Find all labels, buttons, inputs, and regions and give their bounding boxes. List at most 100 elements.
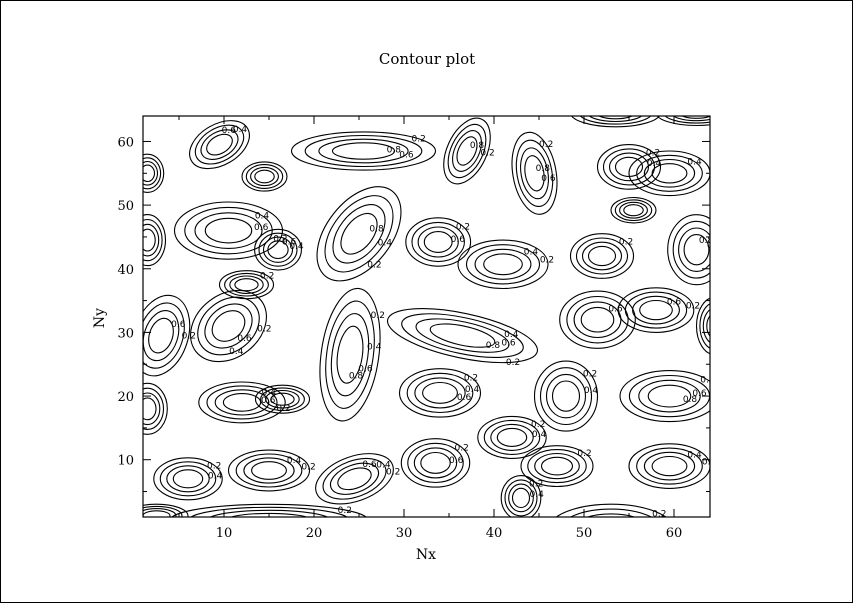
contour-label: 0.2 (643, 100, 657, 110)
contour-label: 0.6 (457, 393, 472, 403)
contour-line-36-level-0.6 (643, 451, 696, 481)
contour-line-40-level-0.2 (555, 503, 667, 517)
contour-line-17-level-0.6 (143, 160, 159, 186)
contour-line-1-level-0.8 (254, 169, 275, 184)
contour-line-24-level-0.2 (398, 368, 482, 418)
contour-line-42-level-0.4 (664, 116, 710, 124)
y-tick-label: 20 (117, 390, 134, 405)
contour-line-1-level-0.6 (250, 166, 279, 187)
contour-line-10-level-0.6 (229, 275, 264, 294)
axes: 10 20 30 40 50 60 10 20 30 40 50 60 (117, 115, 711, 541)
contour-line-16-level-0.6 (143, 223, 160, 257)
y-tick-label: 60 (117, 135, 134, 150)
contour-line-9-level-0.6 (262, 236, 294, 263)
contour-line-0-level-0.2 (189, 120, 250, 170)
contour-label: 0.4 (262, 388, 277, 398)
contour-line-8-level-0.4 (184, 206, 273, 255)
contour-line-36-level-0.8 (651, 455, 688, 477)
contour-label: 0.2 (531, 420, 545, 430)
contour-line-3-level-0.6 (452, 130, 482, 172)
contour-line-9-level-0.2 (254, 228, 302, 271)
contour-line-41-level-0.8 (598, 116, 633, 120)
contour-label: 0.4 (584, 386, 599, 396)
contour-line-41-level-0.6 (588, 116, 643, 123)
contour-line-3-level-0.2 (443, 117, 491, 185)
contour-line-3-level-0.8 (456, 136, 478, 166)
contour-label: 0.6 (541, 174, 556, 184)
contour-line-40-level-0.6 (585, 513, 637, 517)
x-tick-label: 60 (666, 526, 683, 541)
contour-line-17-level-0.8 (143, 164, 156, 183)
contour-label: 0.4 (524, 248, 539, 258)
contour-line-25-level-0.4 (539, 367, 593, 426)
contour-line-42-level-0.6 (672, 116, 710, 122)
contour-label: 0.2 (646, 149, 660, 159)
contour-line-16-level-0.4 (143, 218, 163, 262)
contour-line-6-level-0.6 (643, 158, 696, 188)
contour-line-6-level-0.4 (636, 154, 703, 192)
contour-line-17-level-0.2 (143, 153, 165, 193)
contour-label: 0.4 (255, 212, 270, 222)
contour-line-18-level-0.6 (204, 303, 253, 349)
contour-line-11-level-0.6 (332, 204, 386, 264)
contour-labels: 0.60.40.20.80.60.80.20.20.80.60.20.4 0.40… (171, 100, 722, 517)
contour-line-4-level-0.2 (511, 131, 558, 215)
contour-label: 0.4 (287, 456, 302, 466)
contour-line-32-level-0.4 (235, 453, 303, 488)
contour-line-1-level-0.4 (245, 164, 284, 189)
contour-label: 0.2 (700, 376, 714, 386)
contour-line-22-level-0.2 (559, 290, 636, 349)
contour-line-15-level-0.8 (683, 234, 710, 266)
contour-line-21-level-0.4 (401, 313, 524, 358)
contour-label: 0.2 (412, 135, 426, 145)
contour-label: 0.4 (376, 460, 391, 470)
contour-line-25-level-0.8 (551, 380, 581, 412)
contour-label: 0.2 (619, 238, 633, 248)
contour-line-25-level-0.2 (533, 360, 599, 432)
contour-line-0-level-0.6 (200, 129, 239, 160)
contour-line-7-level-0.6 (619, 201, 648, 219)
contour-line-22-level-0.6 (573, 301, 622, 339)
contour-line-28-level-0.2 (254, 384, 311, 414)
contour-line-22-level-0.8 (580, 306, 615, 333)
contour-line-20-level-0.8 (336, 325, 364, 384)
contour-label: 0.4 (530, 490, 545, 500)
contour-line-13-level-0.8 (483, 253, 523, 276)
contour-line-42-level-0.8 (681, 116, 710, 119)
contour-line-14-level-0.8 (587, 245, 617, 267)
x-tick-label: 50 (576, 526, 593, 541)
contour-label: 0.2 (506, 358, 520, 368)
contour-label: 0.2 (338, 506, 352, 516)
contour-label: 0.2 (577, 449, 591, 459)
contour-line-16-level-0.8 (143, 228, 156, 252)
contour-line-10-level-0.4 (224, 272, 269, 297)
contour-label: 0.2 (456, 223, 470, 233)
contour-label: 0.2 (371, 311, 385, 321)
contour-label: 0.6 (254, 223, 269, 233)
contour-label: 0.2 (276, 404, 290, 414)
contour-label: 0.8 (470, 141, 485, 151)
x-tick-label: 40 (486, 526, 503, 541)
contour-line-7-level-0.2 (610, 196, 657, 224)
contour-line-29-level-0.8 (143, 397, 157, 421)
contour-line-18-level-0.4 (197, 296, 260, 356)
y-tick-label: 10 (117, 454, 134, 469)
contour-label: 0.4 (229, 347, 244, 357)
contour-label: 0.6 (171, 320, 186, 330)
contour-line-2-level-0.4 (304, 134, 423, 168)
x-tick-label: 10 (216, 526, 233, 541)
contour-label: 0.2 (367, 261, 381, 271)
contour-label: 0.6 (282, 238, 297, 248)
contour-line-43-level-0.8 (143, 510, 171, 517)
contour-label: 0.6 (707, 241, 722, 251)
contour-line-30-level-0.2 (477, 415, 547, 459)
contour-line-9-level-0.8 (267, 240, 289, 260)
contour-line-34-level-0.2 (400, 438, 471, 488)
contour-line-23-level-0.4 (624, 291, 688, 329)
contour-line-39-level-0.2 (171, 503, 367, 517)
contour-line-33-level-0.2 (315, 453, 394, 505)
contour-label: 0.4 (208, 471, 223, 481)
contour-line-5-level-0.6 (608, 152, 650, 182)
contour-line-15-level-0.2 (667, 214, 710, 286)
contour-line-36-level-0.2 (628, 443, 710, 489)
